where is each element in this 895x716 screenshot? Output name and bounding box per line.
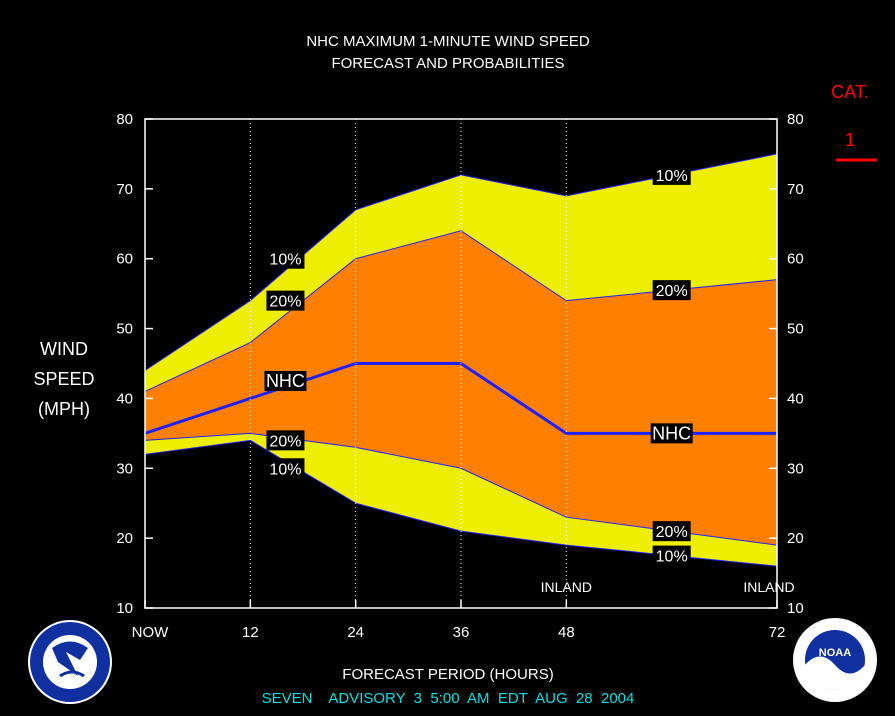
annotation-label-4: 10% [269, 461, 301, 478]
advisory-text: SEVEN ADVISORY 3 5:00 AM EDT AUG 28 2004 [262, 690, 635, 707]
y-tick-label-left-30: 30 [116, 460, 133, 477]
annotation-label-7: NHC [652, 423, 691, 443]
category-value: 1 [845, 130, 855, 150]
y-tick-label-left-40: 40 [116, 390, 133, 407]
annotation-label-9: 10% [656, 549, 688, 566]
annotation-label-5: 10% [656, 168, 688, 185]
y-tick-label-left-60: 60 [116, 251, 133, 268]
y-tick-label-left-50: 50 [116, 321, 133, 338]
x-tick-label-72: 72 [769, 624, 786, 641]
annotation-bg-2 [264, 370, 307, 391]
annotation-bg-7 [650, 423, 693, 444]
annotation-bg-3 [266, 430, 305, 451]
y-axis-label-line2: SPEED [33, 369, 94, 389]
x-tick-label-NOW: NOW [132, 624, 170, 641]
annotation-bg-9 [652, 545, 691, 566]
x-tick-label-36: 36 [453, 624, 470, 641]
y-tick-label-left-10: 10 [116, 600, 133, 617]
x-tick-label-12: 12 [242, 624, 259, 641]
annotation-inland-11: INLAND [743, 579, 794, 595]
y-axis-label-line1: WIND [40, 339, 88, 359]
category-label: CAT. [831, 82, 869, 102]
y-tick-label-right-30: 30 [787, 460, 804, 477]
annotation-bg-6 [652, 280, 691, 301]
y-tick-label-right-20: 20 [787, 530, 804, 547]
annotation-label-8: 20% [656, 524, 688, 541]
y-tick-label-right-60: 60 [787, 251, 804, 268]
annotation-bg-5 [652, 164, 691, 185]
annotation-bg-0 [266, 248, 305, 269]
annotation-bg-4 [266, 458, 305, 479]
chart-title-line1: NHC MAXIMUM 1-MINUTE WIND SPEED [306, 33, 590, 50]
y-tick-label-left-70: 70 [116, 181, 133, 198]
y-tick-label-left-20: 20 [116, 530, 133, 547]
y-tick-label-right-80: 80 [787, 111, 804, 128]
svg-text:NOAA: NOAA [819, 647, 851, 659]
annotation-label-1: 20% [269, 294, 301, 311]
nws-logo [28, 620, 112, 704]
noaa-logo: NOAA [793, 618, 877, 702]
x-tick-label-48: 48 [558, 624, 575, 641]
y-tick-label-right-50: 50 [787, 321, 804, 338]
y-tick-label-right-40: 40 [787, 390, 804, 407]
annotation-label-6: 20% [656, 283, 688, 300]
annotation-label-2: NHC [266, 371, 305, 391]
annotation-bg-8 [652, 521, 691, 542]
y-axis-label-line3: (MPH) [38, 399, 90, 419]
y-tick-label-left-80: 80 [116, 111, 133, 128]
annotation-label-0: 10% [269, 252, 301, 269]
y-tick-label-right-10: 10 [787, 600, 804, 617]
chart-title-line2: FORECAST AND PROBABILITIES [331, 55, 564, 72]
x-axis-label: FORECAST PERIOD (HOURS) [342, 666, 553, 683]
plot-area: 10 10 20 20 30 30 40 40 50 50 60 60 70 70 80 80 NOW 12 24 3… [116, 111, 803, 641]
y-tick-label-right-70: 70 [787, 181, 804, 198]
annotation-inland-10: INLAND [541, 579, 592, 595]
annotation-label-3: 20% [269, 433, 301, 450]
annotation-bg-1 [266, 290, 305, 311]
x-tick-label-24: 24 [347, 624, 364, 641]
